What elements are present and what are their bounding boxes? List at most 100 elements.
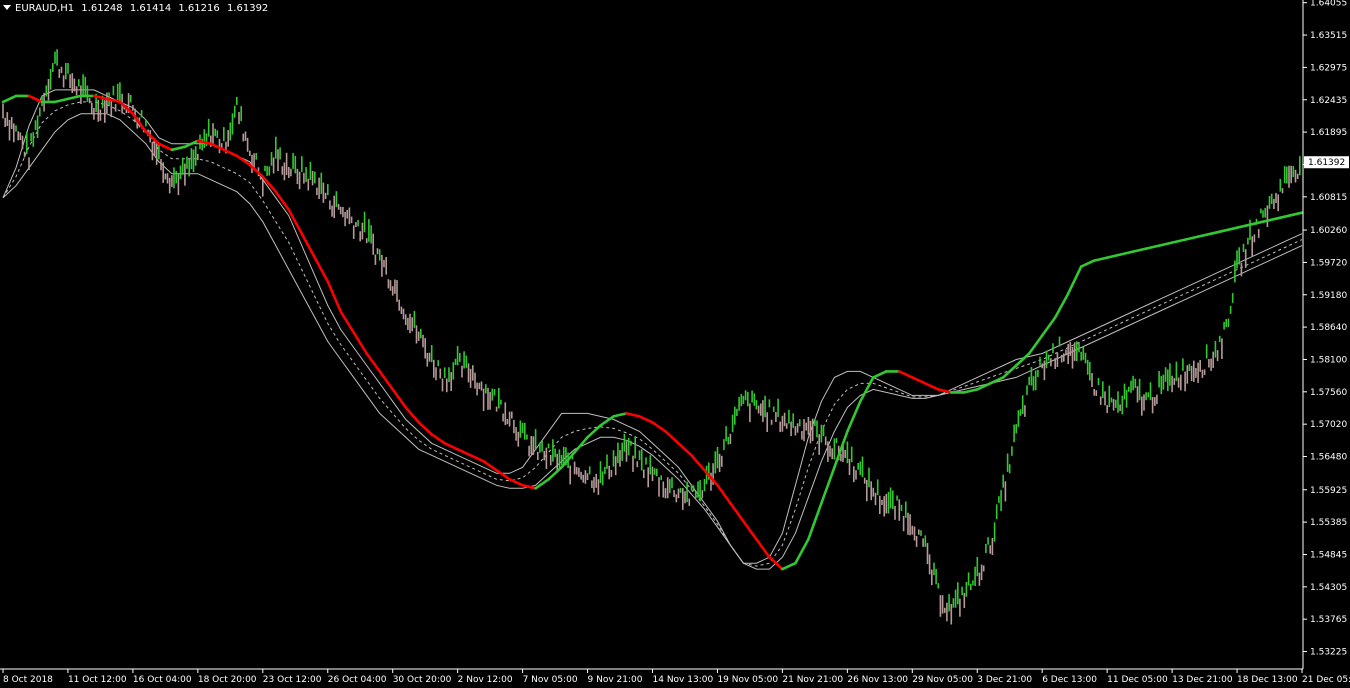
ma-segment <box>1235 223 1252 229</box>
ma-segment <box>1157 241 1174 247</box>
time-tick-label: 18 Dec 13:00 <box>1237 675 1298 685</box>
middle-band-line <box>2 101 1303 567</box>
ma-segment <box>521 483 537 490</box>
ma-segment <box>1287 211 1304 217</box>
ma-segment <box>716 483 732 505</box>
price-tick-label: 1.55925 <box>1310 486 1347 496</box>
ma-segment <box>404 406 421 424</box>
time-tick-label: 21 Dec 05:00 <box>1302 675 1350 685</box>
ma-segment <box>638 415 654 424</box>
ma-segment <box>1131 247 1148 253</box>
ma-segment <box>858 376 875 403</box>
time-tick-label: 26 Nov 13:00 <box>847 675 908 685</box>
ma-segment <box>105 97 122 104</box>
price-tick-label: 1.54305 <box>1310 583 1347 593</box>
ma-segment <box>352 331 369 355</box>
ma-segment <box>131 112 148 134</box>
time-tick-label: 30 Oct 20:00 <box>393 675 452 685</box>
ma-segment <box>1092 256 1109 262</box>
smoothed-ma <box>1 94 1304 571</box>
ma-segment <box>1222 226 1239 232</box>
ma-segment <box>1248 220 1265 226</box>
time-tick-label: 29 Nov 05:00 <box>912 675 973 685</box>
price-tick-label: 1.61895 <box>1310 128 1347 138</box>
ma-segment <box>196 139 213 146</box>
ma-segment <box>1118 250 1135 256</box>
ma-segment <box>573 435 589 454</box>
ma-segment <box>261 175 278 193</box>
ma-segment <box>482 459 498 472</box>
price-bars <box>2 49 1301 625</box>
ma-segment <box>1014 352 1031 367</box>
ma-segment <box>1274 214 1291 220</box>
ma-segment <box>1001 364 1018 379</box>
time-tick-label: 7 Nov 05:00 <box>523 675 578 685</box>
envelope-bands <box>2 89 1303 570</box>
ma-segment <box>962 388 979 394</box>
ma-segment <box>1144 244 1161 250</box>
price-tick-label: 1.57020 <box>1310 420 1347 430</box>
price-tick-label: 1.57560 <box>1310 388 1347 398</box>
time-tick-label: 6 Dec 13:00 <box>1042 675 1097 685</box>
ma-segment <box>599 415 615 427</box>
ma-segment <box>794 537 810 565</box>
ma-segment <box>27 94 44 104</box>
symbol-timeframe: EURAUD,H1 <box>15 3 75 14</box>
ma-segment <box>235 154 252 167</box>
ma-segment <box>1183 235 1200 241</box>
ma-segment <box>586 424 602 439</box>
price-tick-label: 1.60260 <box>1310 226 1347 236</box>
ma-segment <box>339 310 356 334</box>
price-tick-label: 1.58640 <box>1310 323 1347 333</box>
ma-segment <box>430 432 447 445</box>
ohlc-low: 1.61216 <box>178 3 220 14</box>
price-tick-label: 1.58100 <box>1310 355 1347 365</box>
price-tick-label: 1.59180 <box>1310 291 1347 301</box>
ma-segment <box>274 190 291 211</box>
ma-segment <box>326 280 343 313</box>
upper-band-line <box>2 89 1303 564</box>
price-tick-label: 1.59720 <box>1310 258 1347 268</box>
ohlc-high: 1.61414 <box>129 3 172 14</box>
ma-segment <box>53 97 70 104</box>
ma-segment <box>183 139 200 149</box>
price-tick-label: 1.60815 <box>1310 193 1347 203</box>
ohlc-close: 1.61392 <box>226 3 269 14</box>
lower-band-line <box>2 113 1303 570</box>
ma-segment <box>456 447 472 457</box>
ma-segment <box>118 100 135 116</box>
price-tick-label: 1.53225 <box>1310 648 1347 658</box>
ma-segment <box>1066 265 1083 295</box>
time-tick-label: 19 Nov 05:00 <box>717 675 778 685</box>
ma-segment <box>417 421 434 436</box>
ma-segment <box>1079 259 1096 268</box>
ma-segment <box>508 477 524 487</box>
ma-segment <box>742 519 758 541</box>
ma-segment <box>378 370 395 391</box>
ma-segment <box>988 376 1005 385</box>
ma-segment <box>677 441 693 457</box>
ma-segment <box>690 453 706 472</box>
ma-segment <box>1261 217 1278 223</box>
time-tick-label: 18 Oct 20:00 <box>198 675 257 685</box>
ma-segment <box>1105 253 1122 259</box>
time-tick-label: 23 Oct 12:00 <box>263 675 322 685</box>
time-tick-label: 21 Nov 21:00 <box>782 675 843 685</box>
ma-segment <box>66 94 83 101</box>
ma-segment <box>820 465 836 505</box>
ma-segment <box>287 208 304 235</box>
dropdown-arrow-icon[interactable] <box>3 4 11 10</box>
ma-segment <box>534 477 550 490</box>
price-tick-label: 1.55385 <box>1310 518 1347 528</box>
ma-segment <box>209 142 226 152</box>
ma-segment <box>495 468 511 481</box>
ma-segment <box>560 450 576 469</box>
ma-segment <box>365 352 382 373</box>
current-price-tag <box>1304 156 1349 169</box>
ma-segment <box>923 382 940 391</box>
ma-segment <box>871 370 888 379</box>
ma-segment <box>664 430 680 445</box>
